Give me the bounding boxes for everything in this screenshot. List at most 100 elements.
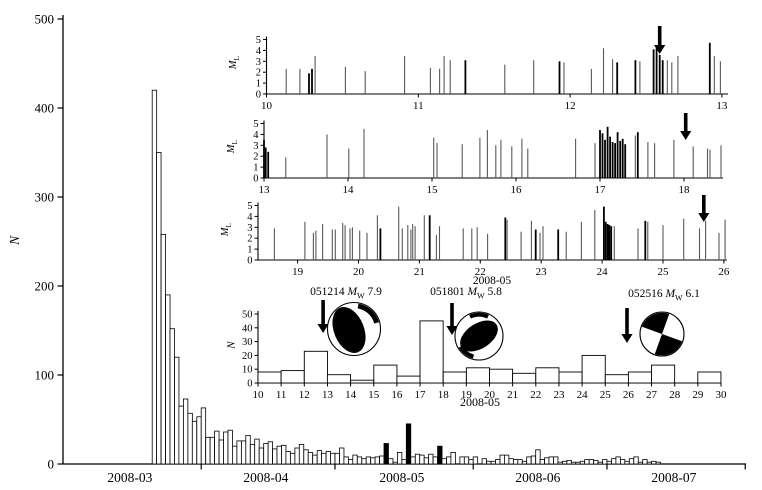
daily-count-bar — [352, 454, 358, 465]
day-tick-label: 26 — [718, 266, 730, 278]
daily-count-bar — [151, 89, 158, 465]
daily-count-bar — [343, 456, 349, 465]
daily-count-bar — [339, 447, 345, 465]
mainshock-arrow — [698, 195, 710, 222]
daily-count-bar — [553, 456, 559, 465]
mainshock-arrow — [680, 113, 692, 140]
day-tick-label: 21 — [507, 389, 518, 401]
daily-count-bar — [579, 460, 586, 465]
ml-tick-label: 4 — [256, 46, 262, 57]
daily-count-bar — [472, 456, 479, 465]
daily-count-bar — [575, 461, 581, 465]
day-tick-label: 19 — [292, 266, 304, 278]
event-label-051801: 051801 MW 5.8 — [408, 286, 524, 301]
day-tick-label: 25 — [657, 266, 669, 278]
event-arrow-051214 — [317, 300, 329, 333]
mw-symbol: M — [347, 286, 358, 298]
daily-count-bar — [258, 447, 265, 465]
daily-count-bar — [285, 451, 291, 465]
focal-mechanism-051214 — [326, 301, 382, 357]
daily-count-bar — [414, 453, 421, 465]
daily-count-bar — [303, 449, 309, 465]
day-tick-label: 15 — [427, 184, 439, 196]
ml-tick-label: 0 — [253, 174, 258, 185]
daily-count-bar — [312, 454, 318, 465]
may-count-bar — [257, 371, 282, 384]
mw-subscript: W — [675, 293, 683, 303]
mw-symbol: M — [665, 288, 676, 300]
daily-count-bar — [294, 447, 300, 465]
day-tick-label: 28 — [669, 389, 681, 401]
daily-count-bar — [182, 398, 189, 465]
daily-count-bar — [597, 461, 603, 465]
daily-count-bar — [486, 460, 492, 465]
daily-count-bar — [298, 443, 305, 465]
daily-count-bar — [584, 459, 590, 465]
mw-symbol: M — [467, 286, 478, 298]
panel3-x-axis-title: 2008-05 — [472, 275, 512, 287]
daily-count-bar — [432, 456, 438, 465]
day-tick-label: 29 — [692, 389, 704, 401]
may-count-bar — [558, 371, 583, 384]
daily-count-bar — [468, 459, 474, 465]
may-count-bar — [604, 374, 629, 384]
event-code: 051801 — [430, 286, 465, 298]
daily-count-bar — [463, 456, 470, 465]
ml-tick-label: 3 — [256, 57, 261, 68]
daily-count-bar — [392, 461, 398, 465]
y-tick-label: 400 — [35, 101, 55, 116]
ml-tick-label: 3 — [247, 223, 252, 234]
daily-count-bar — [503, 454, 510, 465]
may-count-bar — [489, 368, 514, 384]
daily-count-bar — [307, 451, 314, 465]
may-count-bar — [442, 371, 467, 384]
daily-count-bar — [637, 461, 644, 465]
day-tick-label: 15 — [368, 389, 380, 401]
daily-count-bar — [410, 456, 416, 465]
daily-count-bar — [606, 460, 612, 465]
daily-count-bar — [615, 456, 621, 465]
daily-count-bar — [437, 445, 443, 465]
may-count-bar — [280, 370, 305, 384]
ml-tick-label: 0 — [256, 90, 261, 101]
daily-count-bar — [187, 412, 193, 465]
ml-tick-label: 1 — [256, 79, 261, 90]
ml-tick-label: 0 — [247, 256, 252, 267]
daily-count-bar — [620, 459, 626, 465]
may-count-bar — [535, 367, 560, 384]
ml-tick-label: 2 — [247, 234, 252, 245]
daily-count-bar — [513, 459, 519, 465]
daily-count-bar — [169, 328, 175, 465]
day-tick-label: 30 — [716, 389, 728, 401]
daily-count-bar — [499, 454, 505, 465]
daily-count-bar — [450, 451, 456, 465]
ml-symbol: M — [220, 227, 232, 237]
y-tick-label: 100 — [35, 368, 55, 383]
daily-count-bar — [446, 456, 452, 465]
daily-count-bar — [330, 452, 336, 465]
day-tick-label: 23 — [536, 266, 548, 278]
daily-count-bar — [361, 458, 367, 465]
daily-count-bar — [272, 448, 278, 465]
daily-count-bar — [602, 459, 608, 465]
daily-count-bar — [646, 461, 652, 465]
daily-count-bar — [495, 459, 501, 465]
daily-count-bar — [562, 460, 568, 465]
daily-count-bar — [334, 452, 340, 465]
daily-count-bar — [191, 420, 198, 465]
day-tick-label: 27 — [646, 389, 658, 401]
mainshock-arrow — [654, 26, 666, 54]
may-count-bar — [396, 375, 421, 384]
daily-count-bar — [249, 443, 256, 465]
daily-count-bar — [356, 456, 363, 465]
lower-inset-y-axis-title: N — [225, 341, 238, 349]
day-tick-label: 17 — [595, 184, 607, 196]
daily-count-bar — [642, 459, 648, 465]
daily-count-bar — [508, 458, 514, 465]
daily-count-bar — [227, 429, 233, 465]
